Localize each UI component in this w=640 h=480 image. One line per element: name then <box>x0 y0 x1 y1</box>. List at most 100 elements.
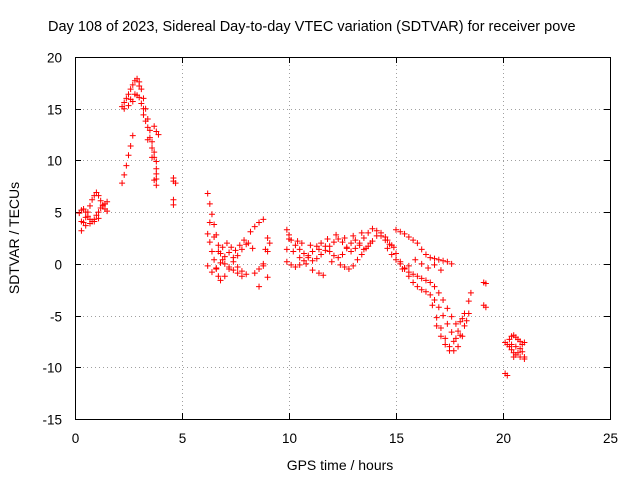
data-point <box>294 238 301 245</box>
data-point <box>435 304 442 311</box>
data-point <box>378 229 385 236</box>
data-point <box>393 250 399 257</box>
data-point <box>339 239 346 246</box>
data-point <box>305 252 312 259</box>
data-point <box>410 237 417 244</box>
data-point <box>144 136 151 143</box>
data-point <box>149 145 156 152</box>
data-point <box>322 243 329 250</box>
data-point <box>418 286 425 293</box>
data-point <box>465 310 472 317</box>
data-point <box>95 209 102 216</box>
y-tick-label: -5 <box>50 310 62 325</box>
data-point <box>300 250 307 257</box>
data-point <box>442 341 449 348</box>
y-tick-label: 0 <box>54 258 62 273</box>
data-point <box>208 248 215 255</box>
data-point <box>335 236 342 243</box>
data-point <box>78 227 85 234</box>
data-point <box>330 252 337 259</box>
data-point <box>348 248 355 255</box>
data-point <box>410 279 417 286</box>
data-point <box>204 190 211 197</box>
data-point <box>358 251 365 258</box>
data-point <box>373 227 380 234</box>
data-point <box>146 127 153 134</box>
data-point <box>236 242 243 249</box>
data-point <box>422 288 429 295</box>
data-point <box>418 246 425 253</box>
data-point <box>219 244 226 251</box>
data-point <box>467 289 474 296</box>
data-point <box>517 353 524 360</box>
data-point <box>358 229 365 236</box>
data-point <box>514 349 521 356</box>
data-point <box>405 273 412 280</box>
data-point <box>427 291 434 298</box>
data-point <box>238 246 245 253</box>
data-point <box>431 297 438 304</box>
data-point <box>153 158 160 165</box>
data-point <box>508 346 515 353</box>
data-point <box>354 256 361 263</box>
data-point <box>335 254 342 261</box>
data-point <box>131 91 138 98</box>
data-point <box>330 239 337 246</box>
data-point <box>78 218 85 225</box>
data-point <box>256 283 263 290</box>
data-point <box>369 225 376 232</box>
data-point <box>405 233 412 240</box>
data-point <box>512 343 519 350</box>
data-point <box>356 242 363 249</box>
data-point <box>288 261 295 268</box>
data-point <box>352 237 359 244</box>
data-point <box>136 82 143 89</box>
data-point <box>373 232 380 239</box>
data-point <box>303 260 310 267</box>
data-point <box>482 304 489 311</box>
data-point <box>251 270 258 277</box>
data-point <box>367 240 374 247</box>
data-point <box>151 149 158 156</box>
data-point <box>350 262 357 269</box>
data-point <box>350 232 357 239</box>
data-point <box>206 239 213 246</box>
data-point <box>440 297 447 304</box>
x-tick-labels: 0 5 10 15 20 25 <box>72 431 618 446</box>
data-point <box>459 315 466 322</box>
data-point <box>238 273 245 280</box>
data-point <box>422 251 429 258</box>
data-point <box>427 254 434 261</box>
data-point <box>217 259 224 266</box>
data-point <box>211 221 218 228</box>
data-point <box>450 338 457 345</box>
data-point <box>153 176 160 183</box>
data-point <box>91 218 98 225</box>
data-point <box>333 231 340 238</box>
data-point <box>95 215 102 222</box>
data-point <box>382 233 389 240</box>
data-point <box>292 263 299 270</box>
data-point <box>206 200 213 207</box>
data-point <box>204 262 211 269</box>
data-point <box>399 266 406 273</box>
data-point <box>405 262 412 269</box>
data-point <box>208 269 215 276</box>
data-point <box>448 260 455 267</box>
data-point <box>127 96 134 103</box>
data-point <box>215 248 222 255</box>
data-point <box>215 273 222 280</box>
data-point <box>211 256 218 263</box>
data-point <box>283 246 290 253</box>
data-point <box>290 248 297 255</box>
data-point <box>339 251 346 258</box>
data-point <box>104 198 111 205</box>
data-point <box>440 312 447 319</box>
data-point <box>437 333 444 340</box>
data-point <box>249 245 256 252</box>
data-point <box>121 105 128 112</box>
data-point <box>457 318 464 325</box>
data-point <box>234 270 241 277</box>
data-point <box>247 228 254 235</box>
